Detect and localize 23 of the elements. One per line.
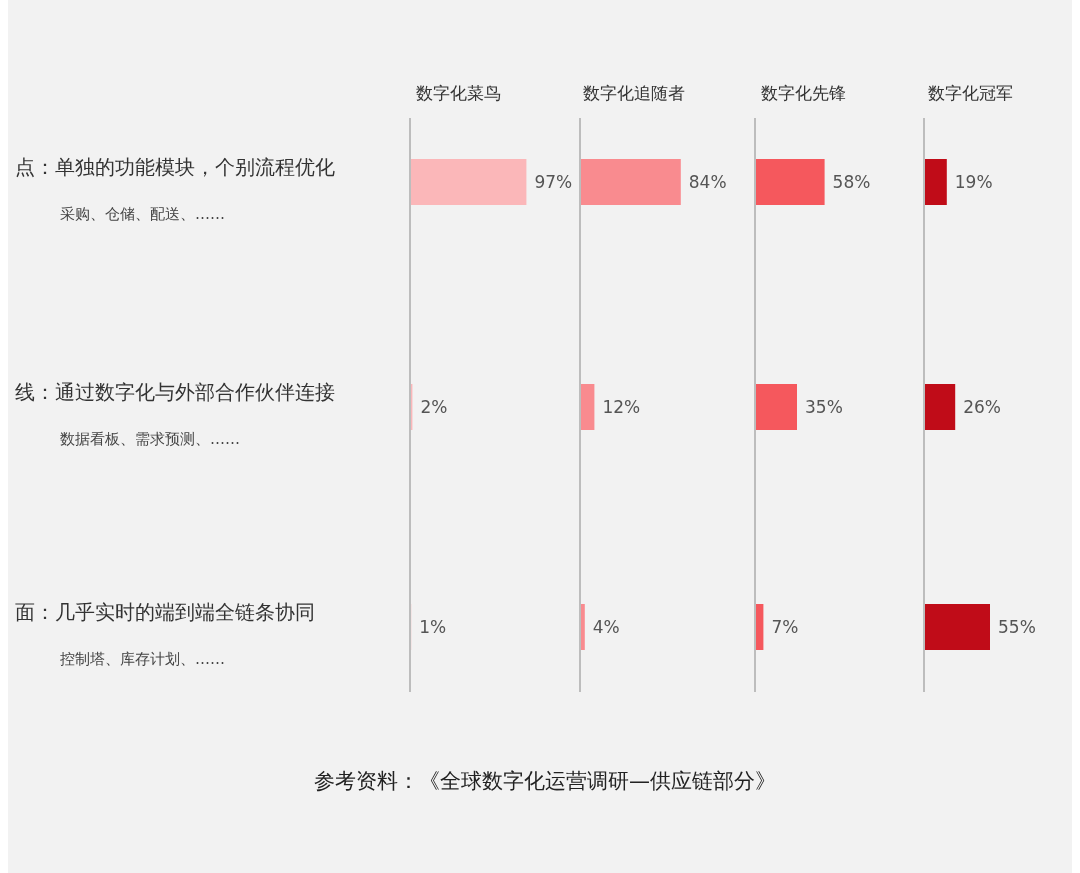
data-label: 1% — [419, 617, 447, 637]
text: 数据看板、需求预测、…… — [60, 430, 240, 448]
data-label: 2% — [420, 397, 448, 417]
data-label: 55% — [998, 617, 1036, 637]
text: 采购、仓储、配送、…… — [60, 205, 225, 223]
text: 参考资料：《全球数字化运营调研—供应链部分》 — [314, 769, 776, 793]
y-tick-label: 面：几乎实时的端到端全链条协同 — [15, 600, 315, 624]
data-label: 26% — [963, 397, 1001, 417]
y-tick-label: 点：单独的功能模块，个别流程优化 — [15, 155, 335, 179]
text: 控制塔、库存计划、…… — [60, 650, 225, 668]
data-label: 7% — [771, 617, 799, 637]
data-label: 19% — [954, 172, 993, 192]
data-label: 4% — [592, 617, 620, 637]
data-label: 58% — [832, 172, 871, 192]
data-label: 12% — [602, 397, 641, 417]
chart-title: 数字化冠军 — [927, 83, 1013, 103]
chart-title: 数字化先锋 — [760, 83, 846, 103]
chart-title: 数字化追随者 — [583, 83, 685, 103]
y-tick-label: 线：通过数字化与外部合作伙伴连接 — [15, 380, 335, 404]
data-label: 97% — [534, 172, 573, 192]
data-label: 84% — [688, 172, 727, 192]
chart-title: 数字化菜鸟 — [415, 83, 501, 103]
data-label: 35% — [805, 397, 843, 417]
